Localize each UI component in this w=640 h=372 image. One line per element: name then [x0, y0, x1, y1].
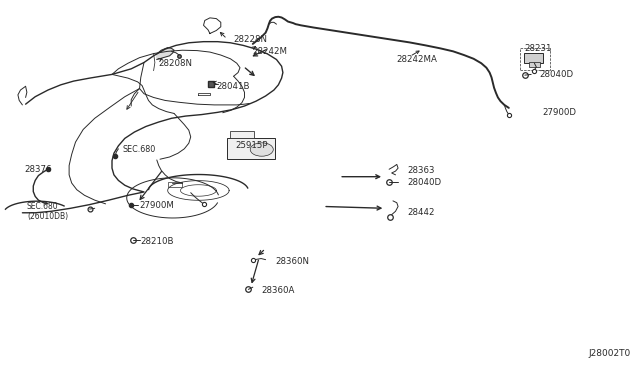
Bar	[227, 138, 275, 159]
Text: 27900D: 27900D	[543, 108, 577, 117]
Text: 28363: 28363	[408, 166, 435, 175]
Text: 28210B: 28210B	[141, 237, 174, 246]
Text: 28360N: 28360N	[275, 257, 309, 266]
Circle shape	[250, 143, 273, 156]
Bar	[524, 53, 543, 63]
Text: 28242MA: 28242MA	[397, 55, 438, 64]
Bar	[230, 131, 254, 138]
Bar	[168, 182, 182, 187]
Text: 28041B: 28041B	[216, 82, 250, 91]
Text: 28228N: 28228N	[234, 35, 268, 44]
Text: 28040D: 28040D	[539, 70, 573, 79]
Text: 28442: 28442	[408, 208, 435, 217]
Text: 28376: 28376	[24, 165, 52, 174]
Text: SEC.680
(26010DB): SEC.680 (26010DB)	[27, 202, 68, 221]
Text: 28360A: 28360A	[261, 286, 294, 295]
Text: 28231: 28231	[525, 44, 552, 53]
Text: 28208N: 28208N	[159, 59, 193, 68]
Text: J28002T0: J28002T0	[588, 349, 630, 358]
Text: 27900M: 27900M	[140, 201, 174, 210]
Text: 28242M: 28242M	[253, 47, 288, 56]
Polygon shape	[204, 18, 221, 33]
Text: 25915P: 25915P	[236, 141, 268, 150]
Bar	[520, 48, 550, 70]
Polygon shape	[157, 48, 174, 60]
Bar	[529, 62, 540, 67]
Text: SEC.680: SEC.680	[123, 145, 156, 154]
Text: 28040D: 28040D	[408, 178, 442, 187]
